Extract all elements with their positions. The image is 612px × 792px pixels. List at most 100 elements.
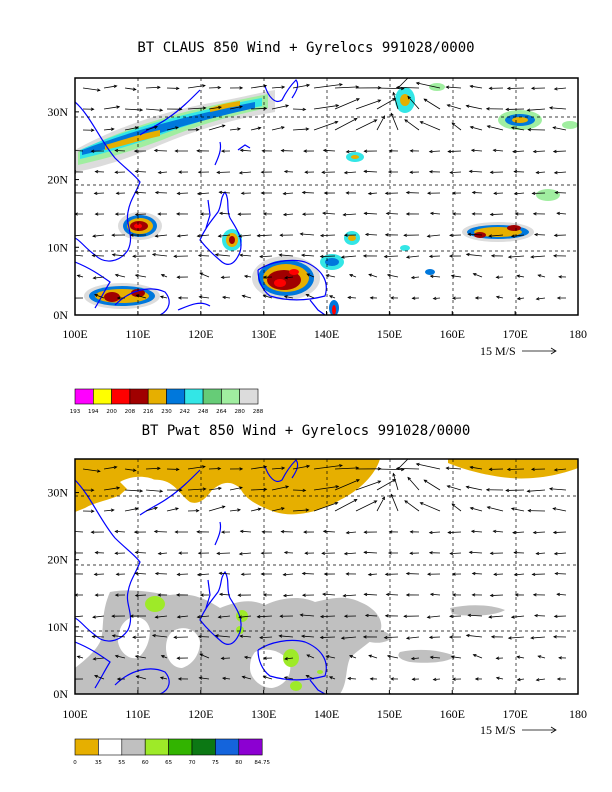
wind-vector-head <box>381 115 385 120</box>
wind-vector-head <box>390 677 394 681</box>
wind-vector <box>450 171 462 174</box>
wind-vector-head <box>70 192 73 195</box>
wind-vector-head <box>534 613 538 618</box>
x-tick-label: 170E <box>502 327 527 341</box>
wind-vector <box>355 480 381 491</box>
wind-vector <box>219 212 231 215</box>
wind-vector-head <box>157 593 162 597</box>
wind-vector <box>423 98 441 110</box>
x-tick-label: 160E <box>440 707 465 721</box>
wind-vector <box>473 654 483 659</box>
wind-vector <box>511 234 525 237</box>
wind-vector-head <box>335 104 340 108</box>
wind-vector <box>473 273 483 278</box>
wind-vector-head <box>132 254 136 258</box>
wind-vector <box>447 485 462 491</box>
wind-vector-head <box>392 472 396 477</box>
wind-vector <box>489 615 504 618</box>
colorbar-swatch <box>144 738 169 756</box>
wind-vector <box>384 636 399 639</box>
wind-vector-head <box>197 170 202 174</box>
panel-title-top: BT CLAUS 850 Wind + Gyrelocs 991028/0000 <box>137 40 475 56</box>
wind-vector <box>427 615 441 618</box>
wind-vector-head <box>238 234 242 238</box>
wind-vector <box>94 675 105 680</box>
wind-vector-head <box>343 171 348 175</box>
wind-vector-head <box>553 468 558 472</box>
wind-vector-head <box>469 465 474 470</box>
colorbar-swatch <box>239 388 259 405</box>
wind-vector-head <box>409 530 414 534</box>
wind-vector <box>160 677 168 680</box>
wind-vector-head <box>132 635 136 639</box>
wind-vector-head <box>217 615 222 619</box>
wind-vector <box>554 87 567 90</box>
wind-vector-head <box>471 212 476 216</box>
wind-vector-head <box>281 466 286 470</box>
wind-vector <box>145 467 160 470</box>
wind-vector <box>429 150 441 153</box>
wind-vector-head <box>395 466 400 471</box>
wind-vector-head <box>217 85 222 90</box>
wind-vector-head <box>262 212 267 216</box>
y-tick-label: 0N <box>53 308 68 322</box>
wind-vector-head <box>363 211 368 216</box>
wind-vector <box>219 572 231 575</box>
wind-vector-head <box>262 275 267 279</box>
wind-vector-head <box>153 148 158 153</box>
wind-vector-head <box>281 85 286 89</box>
wind-vector <box>199 272 210 278</box>
wind-vector-head <box>285 104 290 108</box>
wind-vector-head <box>343 614 348 618</box>
wind-vector <box>496 677 504 680</box>
wind-vector <box>466 486 483 491</box>
wind-vector <box>94 294 105 299</box>
wind-vector-head <box>432 296 437 301</box>
wind-vector-head <box>202 106 207 110</box>
wind-vector <box>300 614 315 617</box>
convective-cell-philippines <box>222 229 242 251</box>
wind-vector <box>199 653 210 659</box>
wind-vector-head <box>260 551 265 555</box>
wind-vector <box>346 150 357 153</box>
wind-vector-head <box>407 476 411 481</box>
wind-vector-head <box>134 190 139 195</box>
wind-vector-head <box>510 507 515 511</box>
wind-vector <box>334 479 360 491</box>
wind-vector-head <box>216 551 221 556</box>
wind-vector-head <box>94 593 99 597</box>
wind-vector-head <box>452 212 456 216</box>
wind-vector-head <box>159 295 164 299</box>
wind-vector-head <box>195 128 200 132</box>
colorbar-label: 194 <box>88 409 99 415</box>
wind-vector-head <box>471 571 476 576</box>
wind-vector <box>208 487 222 491</box>
wind-vector-head <box>113 84 118 88</box>
wind-vector-head <box>198 676 203 680</box>
wind-vector <box>346 531 357 534</box>
y-tick-label: 10N <box>47 240 68 254</box>
wind-vector-head <box>239 86 244 90</box>
wind-vector <box>136 294 147 299</box>
convective-cell-borneo <box>84 283 160 309</box>
wind-vector-head <box>139 489 144 493</box>
wind-vector <box>161 274 168 278</box>
colorbar-swatch <box>121 738 146 756</box>
wind-vector <box>533 531 546 534</box>
wind-vector <box>145 126 158 131</box>
wind-vector-head <box>537 274 542 278</box>
wind-vector-head <box>410 656 415 661</box>
wind-vector-head <box>507 255 512 259</box>
wind-vector-head <box>428 530 433 535</box>
wind-vector <box>390 494 399 512</box>
wind-vector-head <box>465 485 470 489</box>
wind-vector-head <box>558 656 562 660</box>
colorbar-label: 193 <box>70 409 81 415</box>
colorbar-bottom: 0 35 55 60 65 70 75 80 84.75 <box>73 738 271 766</box>
wind-vector-head <box>512 149 516 154</box>
wind-vector-head <box>556 677 561 681</box>
wind-vector-head <box>505 107 510 112</box>
wind-vector <box>199 296 210 299</box>
colorbar-label: 60 <box>142 760 149 766</box>
wind-vector-head <box>465 104 470 108</box>
